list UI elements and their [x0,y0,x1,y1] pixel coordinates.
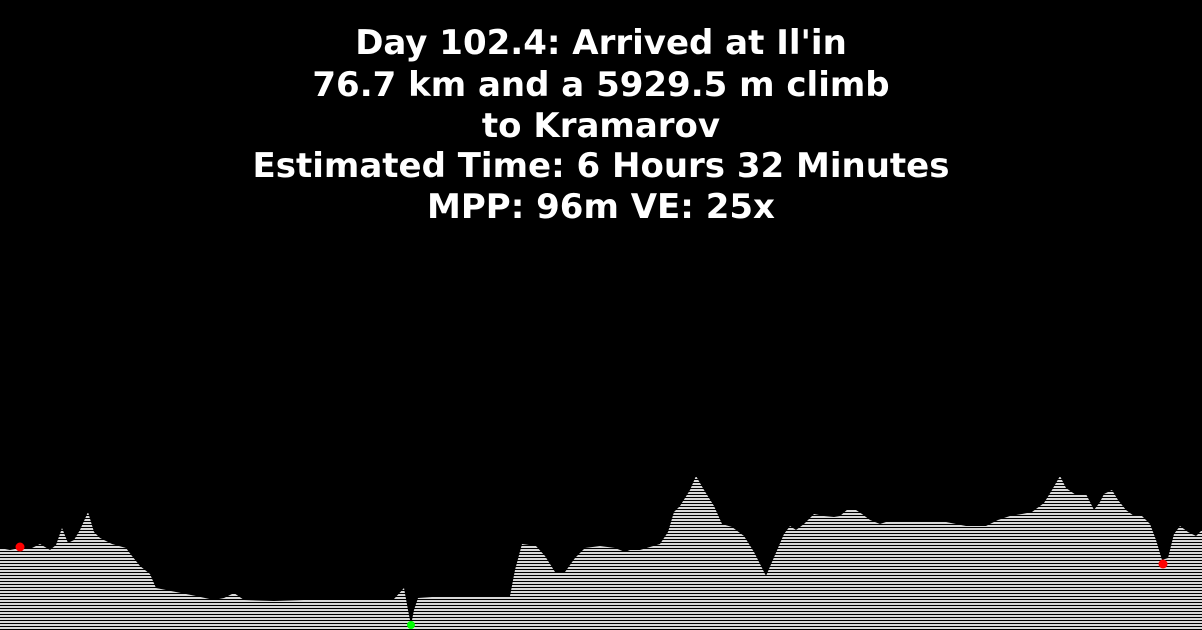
end-marker [1158,559,1168,569]
scale-text: MPP: 96m VE: 25x [427,187,775,227]
distance-climb-text: 76.7 km and a 5929.5 m climb [312,65,890,105]
estimated-time-text: Estimated Time: 6 Hours 32 Minutes [252,146,950,186]
terrain-silhouette [0,476,1202,630]
route-info-header: Day 102.4: Arrived at Il'in 76.7 km and … [0,22,1202,228]
day-title: Day 102.4: Arrived at Il'in [355,23,847,63]
start-marker [15,542,25,552]
destination-text: to Kramarov [481,106,721,146]
low-point-marker [407,621,415,629]
